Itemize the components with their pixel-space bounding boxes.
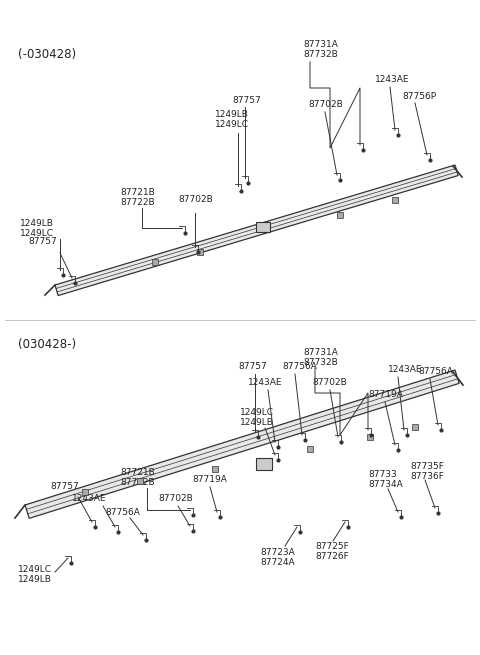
Text: 1243AE: 1243AE <box>248 378 283 387</box>
Bar <box>212 466 218 472</box>
Bar <box>367 434 373 440</box>
Bar <box>137 478 143 484</box>
Text: 87756P: 87756P <box>402 92 436 101</box>
Bar <box>307 446 313 452</box>
Text: 87731A
87732B: 87731A 87732B <box>303 40 338 60</box>
Text: 87721B
87722B: 87721B 87722B <box>120 468 155 487</box>
Text: 87735F
87736F: 87735F 87736F <box>410 462 444 481</box>
Text: 87757: 87757 <box>50 482 79 491</box>
Text: 87702B: 87702B <box>312 378 347 387</box>
Text: 87702B: 87702B <box>308 100 343 109</box>
Text: 1249LC
1249LB: 1249LC 1249LB <box>18 565 52 584</box>
Bar <box>152 259 158 265</box>
Text: 87756A: 87756A <box>105 508 140 517</box>
Bar <box>256 458 272 470</box>
Text: (-030428): (-030428) <box>18 48 76 61</box>
Text: 1249LC
1249LB: 1249LC 1249LB <box>240 408 274 428</box>
Text: 1243AE: 1243AE <box>72 494 107 503</box>
Text: 1249LB
1249LC: 1249LB 1249LC <box>20 219 54 238</box>
Text: (030428-): (030428-) <box>18 338 76 351</box>
Text: 87702B: 87702B <box>178 195 213 204</box>
Polygon shape <box>55 165 458 295</box>
Polygon shape <box>25 370 459 518</box>
Bar <box>256 222 270 232</box>
Bar <box>82 489 88 495</box>
Text: 87719A: 87719A <box>192 475 227 484</box>
Text: 87757: 87757 <box>238 362 267 371</box>
Text: 1249LB
1249LC: 1249LB 1249LC <box>215 110 249 130</box>
Bar <box>392 197 398 203</box>
Text: 87725F
87726F: 87725F 87726F <box>315 542 349 561</box>
Text: 87719A: 87719A <box>368 390 403 399</box>
Text: 87731A
87732B: 87731A 87732B <box>303 348 338 367</box>
Text: 87756A: 87756A <box>282 362 317 371</box>
Text: 87721B
87722B: 87721B 87722B <box>120 188 155 208</box>
Bar <box>412 424 418 430</box>
Text: 1243AE: 1243AE <box>388 365 422 374</box>
Text: 1243AE: 1243AE <box>375 75 409 84</box>
Text: 87756A: 87756A <box>418 367 453 376</box>
Text: 87723A
87724A: 87723A 87724A <box>260 548 295 567</box>
Bar <box>337 212 343 218</box>
Bar <box>197 249 203 255</box>
Text: 87757: 87757 <box>232 96 261 105</box>
Text: 87757: 87757 <box>28 237 57 246</box>
Text: 87702B: 87702B <box>158 494 193 503</box>
Text: 87733
87734A: 87733 87734A <box>368 470 403 489</box>
